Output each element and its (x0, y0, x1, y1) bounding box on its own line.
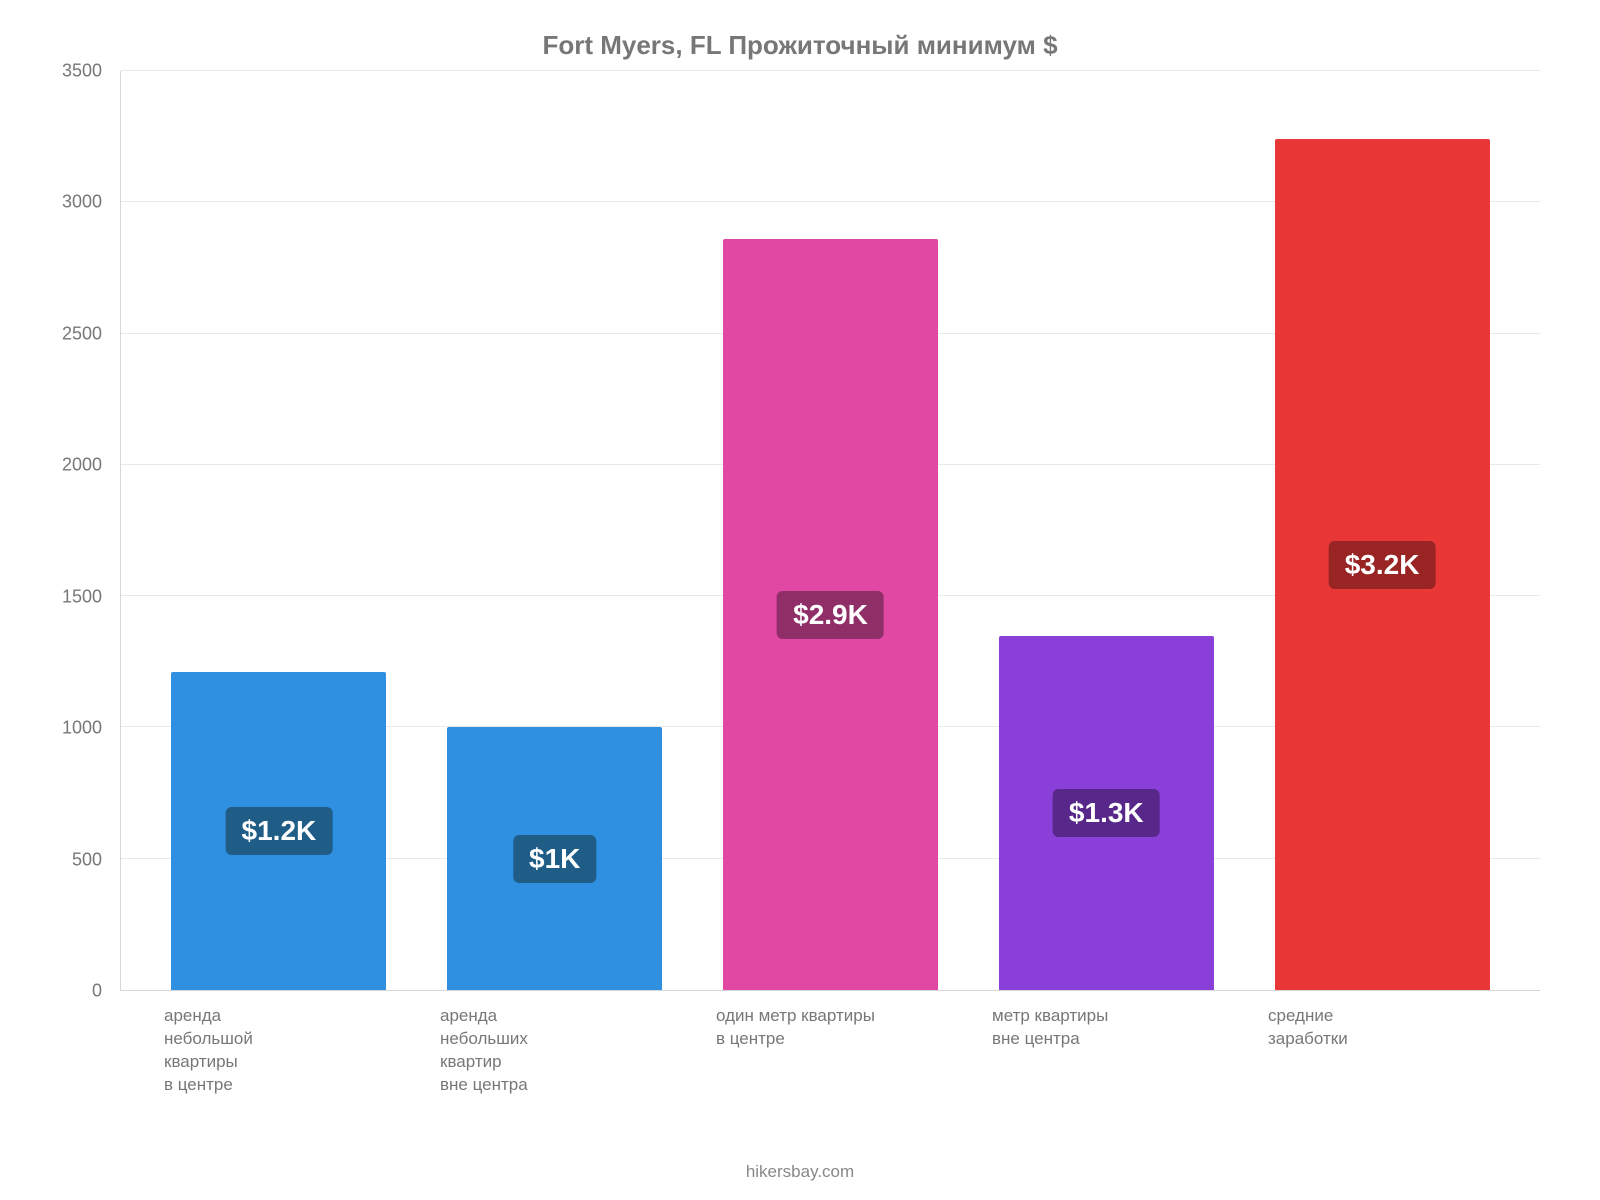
bar-value-label: $2.9K (777, 591, 884, 639)
x-category-label: аренданебольшойквартирыв центре (140, 1005, 416, 1097)
chart-container: Fort Myers, FL Прожиточный минимум $ 050… (0, 0, 1600, 1200)
bar: $1.3K (999, 636, 1214, 990)
bar-value-label: $1.3K (1053, 789, 1160, 837)
bar-slot: $3.2K (1244, 71, 1520, 990)
bar: $1K (447, 727, 662, 990)
x-category-label: один метр квартирыв центре (692, 1005, 968, 1097)
x-category-label: метр квартирывне центра (968, 1005, 1244, 1097)
bar-slot: $1.2K (141, 71, 417, 990)
attribution-text: hikersbay.com (0, 1162, 1600, 1182)
plot-area: 0500100015002000250030003500 $1.2K$1K$2.… (70, 71, 1570, 991)
x-category-label: средниезаработки (1244, 1005, 1520, 1097)
y-axis: 0500100015002000250030003500 (50, 71, 110, 991)
y-tick-label: 2500 (42, 323, 102, 344)
y-tick-label: 2000 (42, 455, 102, 476)
y-tick-label: 500 (42, 849, 102, 870)
bar-value-label: $1.2K (226, 807, 333, 855)
y-tick-label: 1500 (42, 586, 102, 607)
bar: $3.2K (1275, 139, 1490, 990)
bar-value-label: $1K (513, 835, 596, 883)
chart-title: Fort Myers, FL Прожиточный минимум $ (50, 30, 1550, 61)
bar-slot: $2.9K (693, 71, 969, 990)
bar-slot: $1.3K (968, 71, 1244, 990)
bar: $1.2K (171, 672, 386, 990)
bar-value-label: $3.2K (1329, 541, 1436, 589)
y-tick-label: 1000 (42, 718, 102, 739)
bars-area: $1.2K $1K $2.9K $1.3K $3.2K (121, 71, 1540, 990)
x-category-label: аренданебольшихквартирвне центра (416, 1005, 692, 1097)
x-axis-labels: аренданебольшойквартирыв центреаренданеб… (120, 1005, 1540, 1097)
bar: $2.9K (723, 239, 938, 990)
grid-area: $1.2K $1K $2.9K $1.3K $3.2K (120, 71, 1540, 991)
y-tick-label: 3500 (42, 61, 102, 82)
bar-slot: $1K (417, 71, 693, 990)
y-tick-label: 3000 (42, 192, 102, 213)
y-tick-label: 0 (42, 981, 102, 1002)
